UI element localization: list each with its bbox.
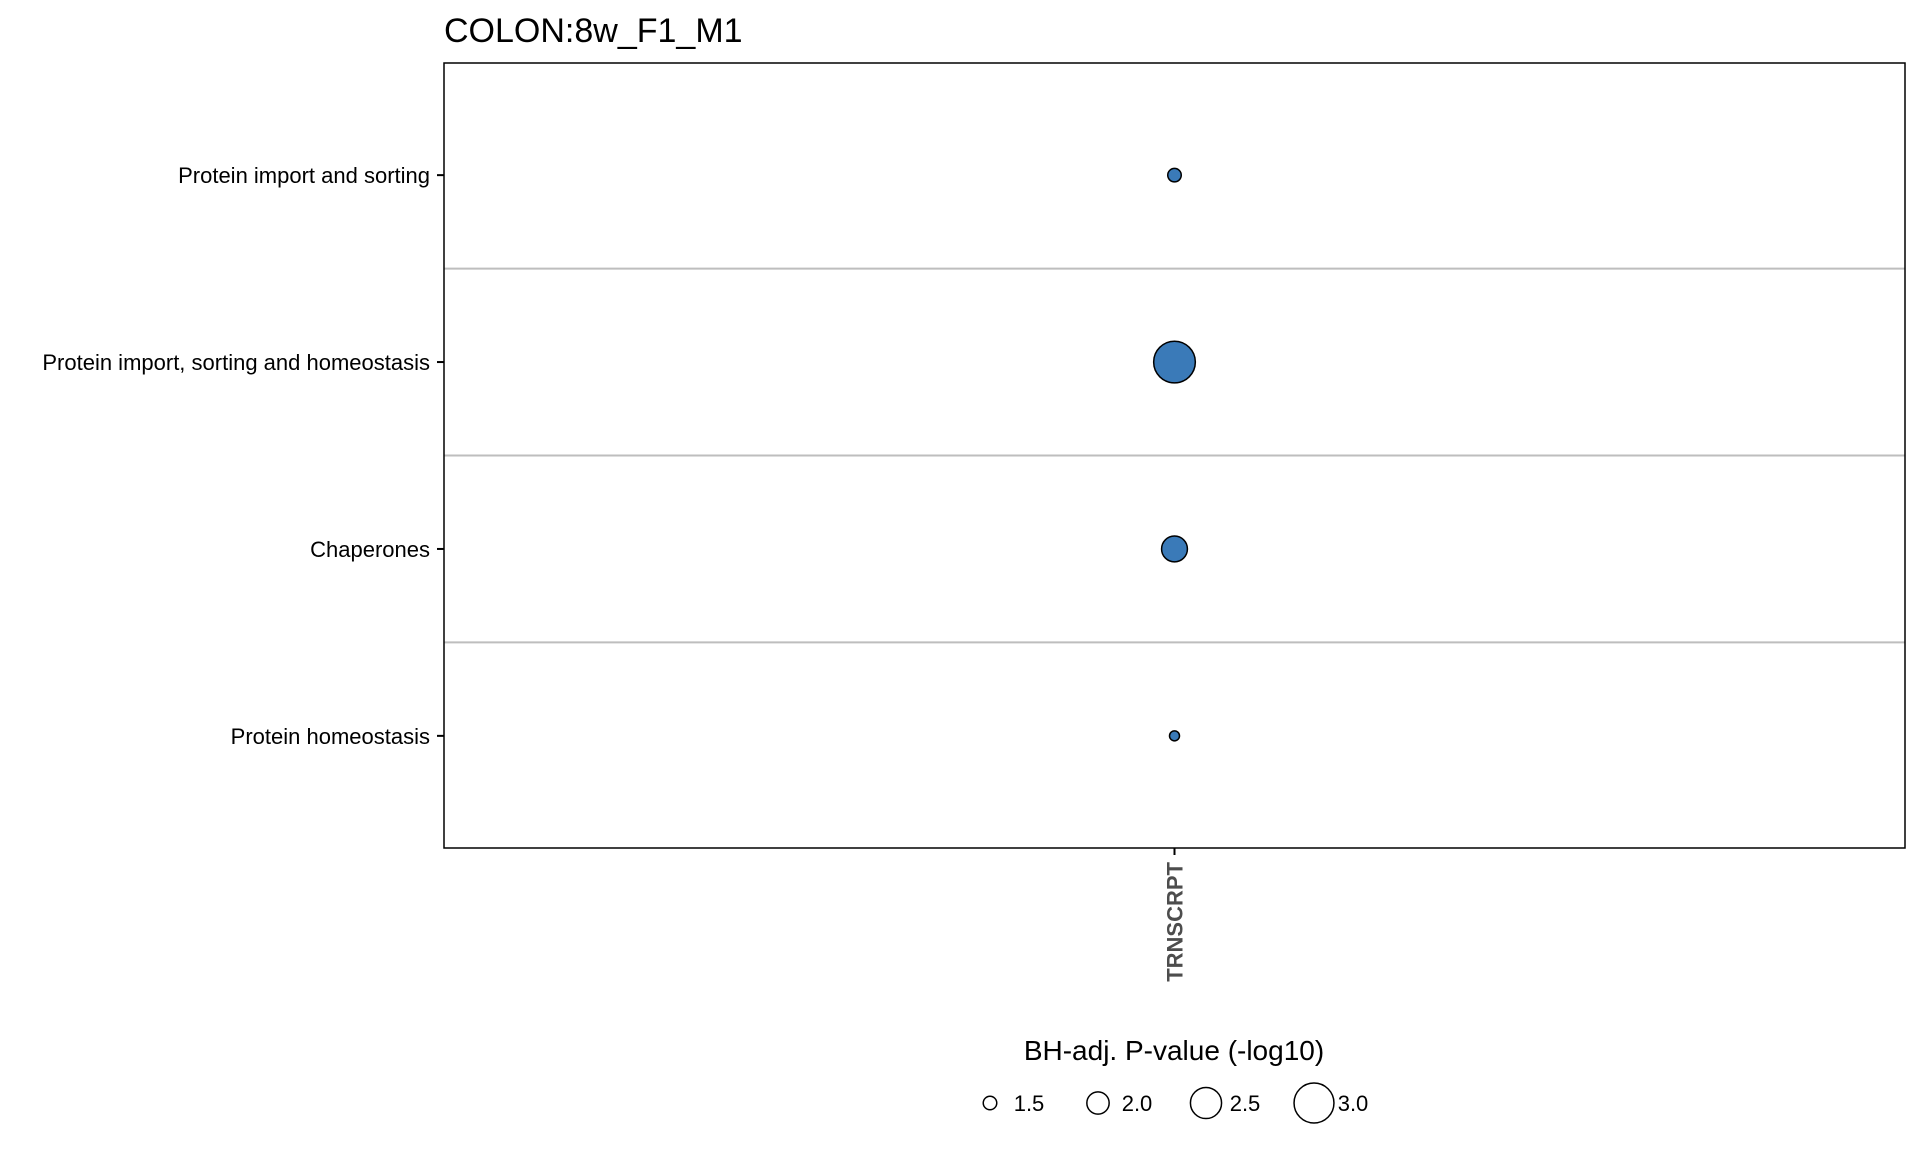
data-points — [1152, 167, 1197, 742]
data-point — [1160, 535, 1189, 563]
data-point — [1152, 340, 1197, 384]
y-axis: Protein import and sorting Protein import… — [42, 163, 444, 749]
y-tick-label: Protein import and sorting — [178, 163, 430, 188]
y-tick-label: Protein homeostasis — [231, 724, 430, 749]
data-point — [1168, 730, 1181, 742]
x-axis: TRNSCRPT — [1163, 848, 1188, 982]
chart-title: COLON:8w_F1_M1 — [444, 12, 743, 50]
legend-key — [1293, 1082, 1335, 1124]
x-tick-label: TRNSCRPT — [1163, 861, 1188, 981]
y-tick-label: Protein import, sorting and homeostasis — [42, 350, 430, 375]
size-legend: BH-adj. P-value (-log10) 1.5 2.0 2.5 3.0 — [982, 1035, 1369, 1124]
legend-title: BH-adj. P-value (-log10) — [1024, 1035, 1324, 1066]
y-tick-label: Chaperones — [310, 537, 430, 562]
legend-label: 2.5 — [1230, 1091, 1261, 1116]
legend-label: 1.5 — [1014, 1091, 1045, 1116]
legend-label: 2.0 — [1122, 1091, 1153, 1116]
legend-key — [1086, 1091, 1110, 1115]
data-point — [1166, 167, 1183, 183]
legend-label: 3.0 — [1338, 1091, 1369, 1116]
legend-key — [1189, 1086, 1223, 1120]
row-separators — [444, 267, 1905, 644]
legend-key — [982, 1095, 998, 1111]
